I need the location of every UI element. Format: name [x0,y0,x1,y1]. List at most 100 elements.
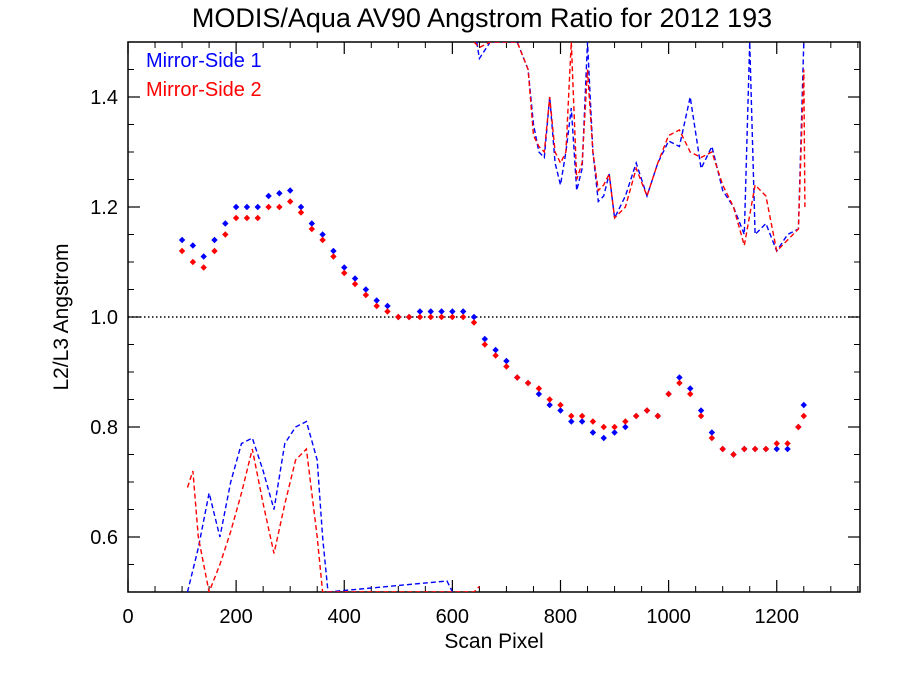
series-2-point [384,308,391,315]
y-tick-label: 0.6 [90,527,118,549]
series-1-point [308,220,316,227]
series-1-point [800,401,807,409]
x-tick-label: 1200 [754,606,799,628]
series-2-point [773,440,780,447]
series-2-point [611,423,618,431]
series-2-point [351,280,359,288]
plot-frame [127,41,861,593]
series-1-point [416,308,424,315]
series-2-point [330,253,337,260]
series-1-point [784,445,791,453]
x-tick-label: 1000 [646,606,691,628]
series-1-point [189,242,197,249]
series-1-point [319,231,326,238]
series-2-point [254,214,261,222]
series-1-point [687,385,694,392]
y-tick-label: 1.0 [90,307,118,329]
series-1-point [427,308,434,315]
y-axis-label: L2/L3 Angstrom [50,243,73,390]
series-2-point [405,313,413,321]
y-tick-label: 1.4 [90,87,118,109]
series-1-point [535,390,543,398]
series-2-point [589,418,597,425]
series-1-dashed-upper [476,42,805,253]
series-1-point [222,220,229,227]
series-2-point [297,209,305,216]
series-2-point [470,319,478,326]
series-1-point [254,203,261,211]
series-1-point [286,187,294,194]
x-tick-label: 800 [544,606,577,628]
series-1-point [459,308,467,315]
y-tick-label: 0.8 [90,417,118,439]
series-1-point [708,429,716,436]
x-tick-label: 200 [219,606,252,628]
series-2-point [189,258,197,266]
series-2-point [481,341,489,348]
series-2-point [427,313,434,321]
x-tick-label: 400 [328,606,361,628]
series-1-point [330,247,337,255]
series-1-point [276,190,283,197]
x-tick-label: 600 [436,606,469,628]
series-1-point [449,308,456,315]
series-1-point [589,429,597,436]
series-2-point [708,434,716,442]
series-2-point [222,231,229,238]
series-1-point [676,374,683,381]
series-2-point [211,247,218,255]
series-2 [178,42,807,592]
series-2-point [449,313,456,321]
series-1-point [265,192,272,200]
series-2-point [438,313,445,321]
legend-series-2: Mirror-Side 2 [146,79,262,101]
series-2-point [719,445,726,453]
series-2-point [243,214,251,222]
series-1-point [773,445,780,453]
series-1-point [243,203,251,211]
series-2-point [524,379,532,387]
series-2-point [308,225,316,233]
plot-area: 0 200 400 600 800 1000 1200 0.6 0.8 1.0 1.2 1.4 [90,41,861,628]
series-2-point [751,445,759,453]
series-1-point [492,346,499,354]
series-2-point [697,412,705,420]
series-2-point [665,390,672,398]
series-1-point [384,302,391,310]
series-2-point [568,412,575,420]
y-tick-label: 1.2 [90,197,118,219]
legend: Mirror-Side 1 Mirror-Side 2 [146,50,262,101]
series-2-point [546,396,553,403]
series-2-point [395,313,402,321]
series-1-point [211,236,218,244]
series-2-point [232,214,240,222]
series-2-point [632,412,640,420]
series-1-point [568,418,575,425]
series-1-point [557,407,564,414]
x-tick-label: 0 [122,606,133,628]
series-2-point [416,313,424,321]
series-2-point [492,352,499,359]
series-1-point [297,203,305,211]
series-1-dashed-lower [186,420,454,592]
series-1-point [178,236,186,244]
series-1-point [611,429,618,436]
series-2-point [535,385,543,392]
series-1-point [362,286,370,293]
series-1-point [351,275,359,282]
series-2-point [514,374,521,381]
series-2-point [741,445,748,453]
series-2-point [319,236,326,244]
series-2-point [800,412,807,420]
series-2-point [503,363,510,370]
series-2-point [178,247,186,255]
series-2-point [341,269,348,277]
series-2-point [795,423,802,431]
series-1-point [622,423,629,431]
series-1-point [438,308,445,315]
series-1-point [503,357,510,365]
series-2-point [265,203,272,211]
series-2-point [784,440,791,447]
series-2-point [622,418,629,425]
